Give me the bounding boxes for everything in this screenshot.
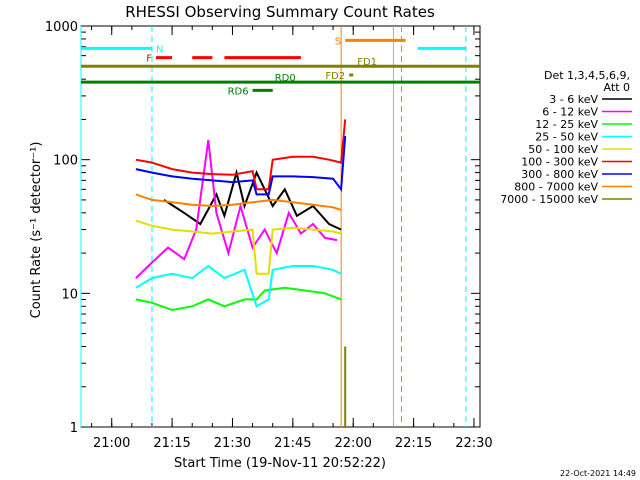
- footer-timestamp: 22-Oct-2021 14:49: [560, 469, 636, 478]
- series-25-50-kev: [135, 264, 342, 308]
- series-6-12-kev: [135, 139, 338, 279]
- flag-label-rd0: RD0: [275, 73, 296, 84]
- legend-header-line1: Det 1,3,4,5,6,9,: [544, 69, 630, 82]
- y-tick-label: 100: [53, 154, 78, 169]
- series-12-25-kev: [135, 286, 342, 312]
- legend-label: 6 - 12 keV: [542, 106, 598, 119]
- chart-title: RHESSI Observing Summary Count Rates: [125, 3, 435, 21]
- plot-frame: [80, 25, 481, 428]
- flag-label-rd6: RD6: [228, 86, 249, 97]
- series-100-300-kev: [135, 119, 347, 191]
- y-tick-label: 1: [70, 421, 78, 436]
- flag-label-n: N: [156, 44, 163, 55]
- flag-label-fd1: FD1: [357, 57, 377, 68]
- legend-label: 300 - 800 keV: [521, 168, 598, 181]
- y-tick-label: 10: [61, 287, 78, 302]
- x-tick-label: 22:00: [334, 436, 371, 451]
- plot-area: 1 10 100 1000 21:00 21:15 21:30 21:45 22:00 22:15…: [45, 20, 493, 451]
- x-tick-label: 21:15: [153, 436, 190, 451]
- x-axis-label: Start Time (19-Nov-11 20:52:22): [174, 456, 386, 471]
- x-tick-label: 22:15: [395, 436, 432, 451]
- legend-label: 100 - 300 keV: [521, 156, 598, 169]
- legend-label: 3 - 6 keV: [549, 93, 598, 106]
- x-tick-label: 21:45: [274, 436, 311, 451]
- legend-label: 25 - 50 keV: [535, 131, 598, 144]
- legend-label: 12 - 25 keV: [535, 118, 598, 131]
- series-3-6-kev: [163, 168, 342, 231]
- x-tick-label: 21:00: [93, 436, 130, 451]
- flag-label-fd2: FD2: [325, 71, 345, 82]
- y-tick-label: 1000: [45, 20, 78, 35]
- x-tick-label: 21:30: [214, 436, 251, 451]
- legend-header-line2: Att 0: [604, 81, 630, 94]
- series-300-800-kev: [135, 136, 347, 196]
- series-50-100-kev: [135, 219, 342, 275]
- legend-label: 800 - 7000 keV: [514, 181, 598, 194]
- series-800-7000-kev: [135, 193, 342, 211]
- flag-label-f: F: [146, 54, 152, 65]
- legend-label: 7000 - 15000 keV: [500, 193, 598, 206]
- flag-label-s: S: [335, 36, 341, 47]
- x-tick-label: 22:30: [455, 436, 492, 451]
- legend-label: 50 - 100 keV: [528, 143, 598, 156]
- y-axis-label: Count Rate (s⁻¹ detector⁻¹): [29, 142, 44, 319]
